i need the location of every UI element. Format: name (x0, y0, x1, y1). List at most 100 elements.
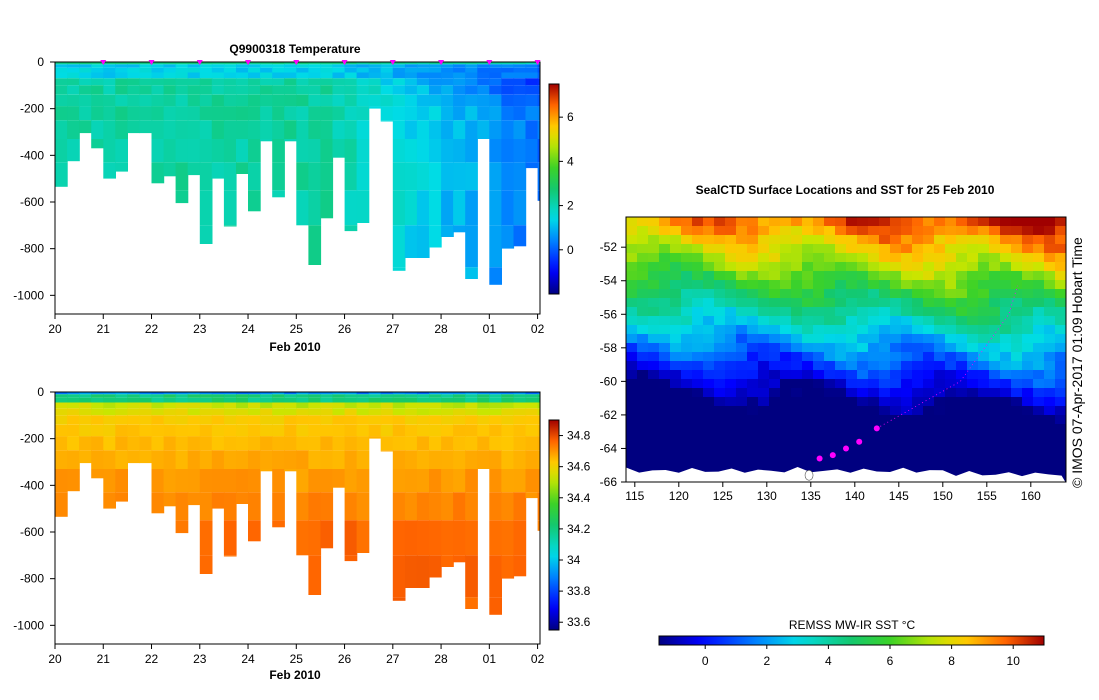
temperature-cell (332, 78, 346, 86)
temperature-cell (175, 94, 189, 107)
sst-cell (1044, 406, 1056, 416)
temperature-cell (248, 72, 261, 79)
salinity-cell (344, 450, 358, 469)
sst-cell (890, 451, 902, 461)
sst-cell (868, 424, 880, 434)
temperature-cell (79, 62, 92, 65)
temperature-cell (392, 85, 406, 95)
temperature-cell (392, 225, 406, 268)
salinity-cell (211, 424, 225, 437)
sst-cell (813, 415, 825, 425)
sst-cell (813, 235, 825, 245)
temperature-cell (465, 64, 478, 68)
salinity-cell (404, 397, 418, 403)
sst-cell (769, 307, 781, 317)
temperature-cell (513, 72, 527, 79)
sst-cell (769, 244, 781, 254)
sst-cell (626, 442, 638, 452)
temperature-cell (465, 94, 478, 107)
temperature-profile (236, 62, 249, 174)
temperature-cell (248, 78, 261, 86)
temperature-cell (115, 64, 128, 68)
salinity-cell (236, 492, 249, 504)
temperature-cell (248, 67, 261, 73)
sst-cell (725, 415, 737, 425)
sst-cell (1055, 352, 1066, 362)
sst-cell (747, 352, 759, 362)
salinity-cell (163, 397, 177, 403)
sst-cell (1022, 397, 1034, 407)
x-tick-label: 20 (48, 652, 62, 666)
sst-cell (912, 298, 924, 308)
temperature-cell (489, 162, 502, 191)
temperature-cell (272, 67, 285, 73)
salinity-cell (320, 402, 334, 409)
sst-cell (978, 469, 990, 479)
salinity-cell (103, 415, 116, 425)
temperature-cell (441, 190, 454, 226)
sst-cell (923, 415, 935, 425)
sst-cell (890, 226, 902, 236)
temperature-cell (211, 62, 225, 65)
sst-cell (681, 235, 693, 245)
sst-cell (879, 343, 891, 353)
sst-cell (901, 262, 913, 272)
salinity-cell (236, 450, 249, 469)
sst-cell (703, 388, 715, 398)
temperature-cell (272, 139, 285, 163)
temperature-cell (356, 94, 370, 107)
temperature-cell (260, 120, 273, 139)
temperature-cell (67, 64, 80, 68)
sst-cell (901, 280, 913, 290)
sst-cell (956, 460, 968, 470)
salinity-cell (211, 392, 225, 395)
temperature-cell (489, 85, 502, 95)
sst-cell (912, 370, 924, 380)
temperature-cell (163, 64, 177, 68)
sst-cell (791, 433, 803, 443)
sst-cell (780, 262, 792, 272)
sst-cell (1000, 316, 1012, 326)
salinity-cell (260, 436, 273, 451)
temperature-cell (489, 67, 502, 73)
sst-cell (1022, 442, 1034, 452)
temperature-cell (550, 62, 563, 64)
salinity-cell (404, 492, 418, 521)
temperature-cell (380, 67, 394, 73)
salinity-cell (296, 520, 309, 556)
sst-map-title: SealCTD Surface Locations and SST for 25… (696, 183, 995, 197)
sst-cell (780, 271, 792, 281)
salinity-cell (537, 408, 540, 416)
salinity-profile (187, 392, 201, 506)
sst-cell (1000, 262, 1012, 272)
temperature-cell (163, 72, 177, 79)
sst-cell (868, 451, 880, 461)
sst-cell (978, 451, 990, 461)
sst-cell (956, 469, 968, 479)
sst-cell (1044, 370, 1056, 380)
salinity-cell (187, 408, 201, 416)
sst-cell (648, 415, 660, 425)
sst-cell (824, 316, 836, 326)
sst-cell (857, 334, 869, 344)
temperature-cell (380, 64, 394, 68)
temperature-profile (404, 62, 418, 258)
sst-cell (835, 451, 847, 461)
temperature-cell (79, 72, 92, 79)
sst-cell (626, 307, 638, 317)
temperature-cell (139, 72, 153, 79)
salinity-cell (332, 394, 346, 398)
salinity-cell (513, 469, 527, 493)
sst-cell (1044, 235, 1056, 245)
sst-cell (692, 307, 704, 317)
sst-cell (989, 424, 1001, 434)
salinity-cell (320, 408, 334, 416)
salinity-cell (356, 469, 370, 493)
temperature-profile (441, 62, 454, 237)
sst-cell (813, 325, 825, 335)
temperature-profile (429, 62, 442, 248)
salinity-cell (416, 450, 430, 469)
y-tick-label: -800 (20, 242, 44, 256)
sst-cell (703, 262, 715, 272)
sst-cell (637, 253, 649, 263)
